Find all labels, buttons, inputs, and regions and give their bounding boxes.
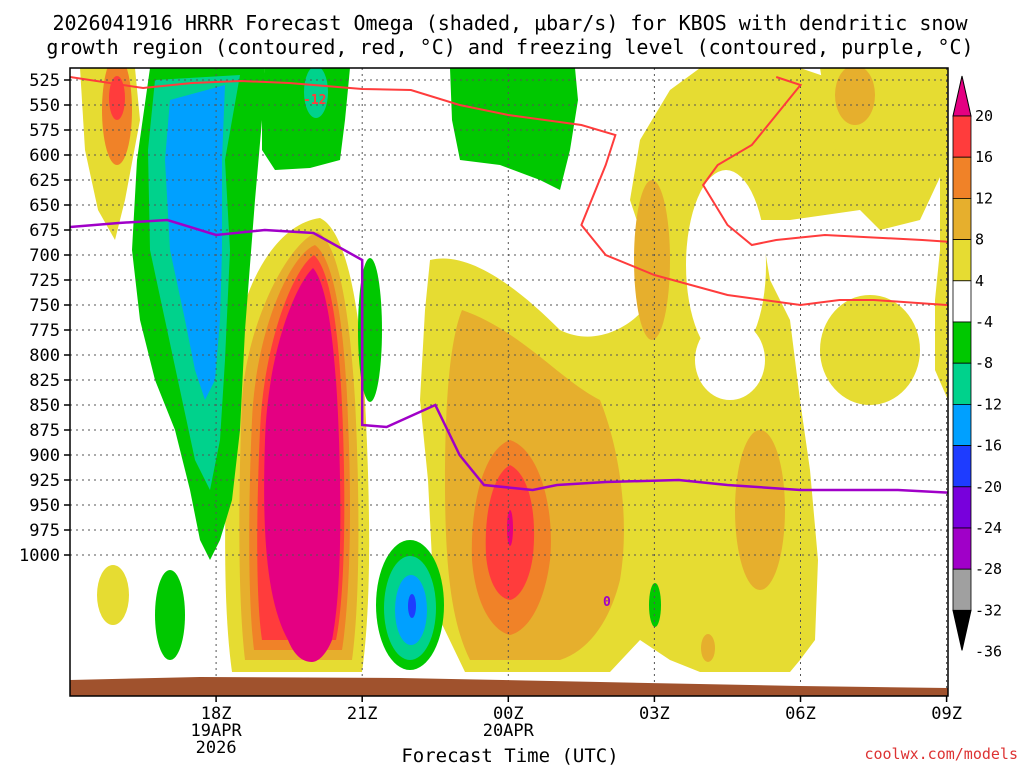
omega-band-gold-top — [835, 68, 875, 125]
colorbar: 20 16 12 8 4 -4 -8 -12 -16 -20 -24 -28 -32 -36 — [952, 75, 1002, 661]
colorbar-label: -32 — [975, 601, 1002, 619]
y-tick-label: 750 — [29, 296, 60, 316]
site-credit: coolwx.com/models — [864, 745, 1018, 763]
y-axis: 525 550 575 600 625 650 675 700 725 750 775 800 825 8… — [19, 71, 70, 566]
y-tick-label: 550 — [29, 96, 60, 116]
colorbar-swatch — [952, 445, 972, 488]
y-tick-label: 600 — [29, 146, 60, 166]
y-tick-label: 775 — [29, 321, 60, 341]
colorbar-bottom-arrow — [952, 609, 972, 651]
freezing-level-contour — [70, 218, 948, 494]
y-tick-label: 525 — [29, 71, 60, 91]
colorbar-label: 4 — [975, 272, 984, 290]
colorbar-swatch — [952, 115, 972, 158]
y-tick-label: 675 — [29, 221, 60, 241]
colorbar-label: 12 — [975, 189, 993, 207]
y-tick-label: 700 — [29, 246, 60, 266]
colorbar-label: -12 — [975, 395, 1002, 413]
y-tick-label: 575 — [29, 121, 60, 141]
x-tick-label: 18Z — [201, 704, 232, 724]
y-tick-label: 975 — [29, 521, 60, 541]
chart-title-line2: growth region (contoured, red, °C) and f… — [46, 35, 973, 59]
y-tick-label: 950 — [29, 496, 60, 516]
y-tick-label: 825 — [29, 371, 60, 391]
omega-hole-upper-right — [686, 170, 766, 360]
y-tick-label: 650 — [29, 196, 60, 216]
omega-band-green-tiny — [649, 583, 661, 627]
y-tick-label: 800 — [29, 346, 60, 366]
colorbar-swatch — [952, 568, 972, 611]
omega-band-green-top — [262, 68, 350, 170]
colorbar-label: -28 — [975, 560, 1002, 578]
y-tick-label: 875 — [29, 421, 60, 441]
omega-band-blue-core — [408, 594, 416, 618]
y-tick-label: 725 — [29, 271, 60, 291]
chart-title-line1: 2026041916 HRRR Forecast Omega (shaded, … — [52, 11, 968, 35]
dendritic-growth-contour-main — [70, 76, 948, 307]
omega-band-green-low — [155, 570, 185, 660]
x-tick-label: 09Z — [931, 704, 962, 724]
colorbar-top-arrow — [952, 75, 972, 117]
colorbar-label: -8 — [975, 354, 993, 372]
y-tick-label: 625 — [29, 171, 60, 191]
omega-band-magenta-core — [264, 268, 341, 662]
omega-band-magenta-small — [507, 510, 513, 546]
plot-area: -12 0 — [70, 68, 948, 696]
red-contour-label: -12 — [303, 93, 326, 108]
y-tick-label: 900 — [29, 446, 60, 466]
omega-band-cyan-left — [165, 85, 225, 400]
colorbar-label: 20 — [975, 107, 993, 125]
grid-lines — [70, 68, 948, 696]
purple-contour-label: 0 — [603, 595, 611, 610]
colorbar-swatch — [952, 280, 972, 323]
omega-band-teal-top — [304, 68, 328, 118]
y-tick-label: 1000 — [19, 546, 60, 566]
colorbar-label: -36 — [975, 643, 1002, 661]
omega-hole-low-right — [820, 295, 920, 405]
colorbar-swatch — [952, 527, 972, 570]
ground-strip — [70, 677, 948, 696]
omega-band-gold-low — [701, 634, 715, 662]
y-tick-label: 925 — [29, 471, 60, 491]
x-tick-label: 2026 — [196, 738, 237, 758]
omega-band-gold-right — [735, 430, 785, 590]
colorbar-label: -16 — [975, 437, 1002, 455]
omega-band-green-topmid — [450, 68, 578, 190]
colorbar-swatch — [952, 239, 972, 282]
x-tick-label: 21Z — [347, 704, 378, 724]
omega-band-gold-right2 — [634, 180, 670, 340]
y-tick-label: 850 — [29, 396, 60, 416]
colorbar-swatch — [952, 362, 972, 405]
x-tick-label: 20APR — [483, 721, 535, 741]
colorbar-label: -24 — [975, 519, 1002, 537]
colorbar-swatch — [952, 156, 972, 199]
colorbar-label: 16 — [975, 148, 993, 166]
omega-band-yellow-small — [97, 565, 129, 625]
colorbar-swatch — [952, 321, 972, 364]
colorbar-label: 8 — [975, 231, 984, 249]
colorbar-label: -4 — [975, 313, 993, 331]
x-axis-label: Forecast Time (UTC) — [401, 745, 618, 767]
colorbar-swatch — [952, 403, 972, 446]
x-tick-label: 00Z — [493, 704, 524, 724]
omega-band-red-topleft — [109, 76, 125, 120]
x-tick-label: 06Z — [785, 704, 816, 724]
dendritic-growth-contour-secondary — [701, 76, 948, 247]
colorbar-swatch — [952, 486, 972, 529]
colorbar-label: -20 — [975, 478, 1002, 496]
colorbar-swatch — [952, 197, 972, 240]
x-tick-label: 19APR — [191, 721, 243, 741]
x-tick-label: 03Z — [639, 704, 670, 724]
omega-hole-mid-right — [695, 320, 765, 400]
